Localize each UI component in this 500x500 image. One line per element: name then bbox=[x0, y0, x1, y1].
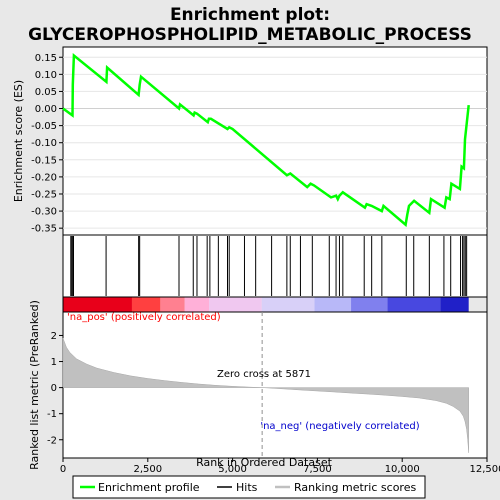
es-y-tick-label: -0.20 bbox=[31, 172, 57, 183]
es-y-tick-label: -0.35 bbox=[31, 224, 57, 235]
x-axis-label: Rank in Ordered Dataset bbox=[196, 456, 333, 469]
gradient-segment bbox=[131, 297, 161, 312]
es-y-tick-label: -0.05 bbox=[31, 121, 57, 132]
gradient-segment bbox=[314, 297, 352, 312]
gradient-segment bbox=[261, 297, 315, 312]
chart-title-line2: GLYCEROPHOSPHOLIPID_METABOLIC_PROCESS bbox=[28, 25, 472, 45]
rank-gradient-bar bbox=[62, 296, 488, 313]
x-tick-label: 2,500 bbox=[133, 464, 162, 475]
hits-panel bbox=[62, 234, 488, 298]
es-y-tick-label: 0.15 bbox=[35, 53, 57, 64]
es-y-ticks: 0.15 0.10 0.05 0.00 -0.05 -0.10 -0.15 -0.20 -0.2… bbox=[31, 53, 63, 235]
gradient-segment bbox=[351, 297, 388, 312]
gradient-segment bbox=[209, 297, 262, 312]
legend-ranking-label: Ranking metric scores bbox=[294, 481, 416, 494]
es-gridlines bbox=[63, 56, 487, 229]
legend-enrichment-label: Enrichment profile bbox=[98, 481, 200, 494]
enrichment-profile-line bbox=[62, 52, 470, 228]
es-y-tick-label: -0.25 bbox=[31, 189, 57, 200]
es-y-tick-label: 0.10 bbox=[35, 70, 57, 81]
es-y-axis-label: Enrichment score (ES) bbox=[12, 80, 25, 202]
gradient-segment bbox=[387, 297, 441, 312]
gradient-segment bbox=[160, 297, 185, 312]
es-y-tick-label: 0.00 bbox=[35, 104, 57, 115]
legend-box bbox=[72, 475, 426, 499]
rank-y-tick-label: -1 bbox=[47, 409, 57, 420]
x-tick-label: 5,000 bbox=[218, 464, 247, 475]
chart-title-line1: Enrichment plot: bbox=[170, 5, 330, 25]
x-tick-label: 0 bbox=[60, 464, 66, 475]
x-tick-label: 7,500 bbox=[303, 464, 332, 475]
zero-cross-label: Zero cross at 5871 bbox=[217, 369, 311, 380]
rank-y-ticks: 2 1 0 -1 -2 bbox=[47, 331, 63, 446]
hit-lines bbox=[70, 236, 468, 296]
gradient-segment bbox=[63, 297, 132, 312]
rank-y-tick-label: 2 bbox=[51, 331, 57, 342]
es-y-tick-label: 0.05 bbox=[35, 87, 57, 98]
gradient-segment bbox=[440, 297, 469, 312]
rank-panel: 2 1 0 -1 -2 0 2,500 5,000 7,500 10,000 12,500 'na… bbox=[28, 300, 500, 475]
positive-correlation-label: 'na_pos' (positively correlated) bbox=[67, 312, 221, 323]
x-axis-ticks: 0 2,500 5,000 7,500 10,000 12,500 bbox=[60, 458, 500, 475]
es-y-tick-label: -0.15 bbox=[31, 155, 57, 166]
negative-correlation-label: 'na_neg' (negatively correlated) bbox=[260, 421, 419, 432]
es-y-tick-label: -0.30 bbox=[31, 207, 57, 218]
rank-y-axis-label: Ranked list metric (PreRanked) bbox=[28, 300, 41, 470]
ranking-metric-area bbox=[62, 338, 469, 453]
x-tick-label: 12,500 bbox=[470, 464, 500, 475]
gradient-segment bbox=[184, 297, 210, 312]
rank-y-tick-label: 0 bbox=[51, 383, 57, 394]
hits-plot-area bbox=[62, 234, 488, 298]
es-panel: 0.15 0.10 0.05 0.00 -0.05 -0.10 -0.15 -0.20 -0.2… bbox=[12, 46, 488, 236]
legend-hits-label: Hits bbox=[236, 481, 258, 494]
rank-y-tick-label: 1 bbox=[51, 357, 57, 368]
x-tick-label: 10,000 bbox=[385, 464, 420, 475]
legend: Enrichment profile Hits Ranking metric s… bbox=[72, 475, 426, 499]
es-y-tick-label: -0.10 bbox=[31, 138, 57, 149]
rank-y-tick-label: -2 bbox=[47, 435, 57, 446]
